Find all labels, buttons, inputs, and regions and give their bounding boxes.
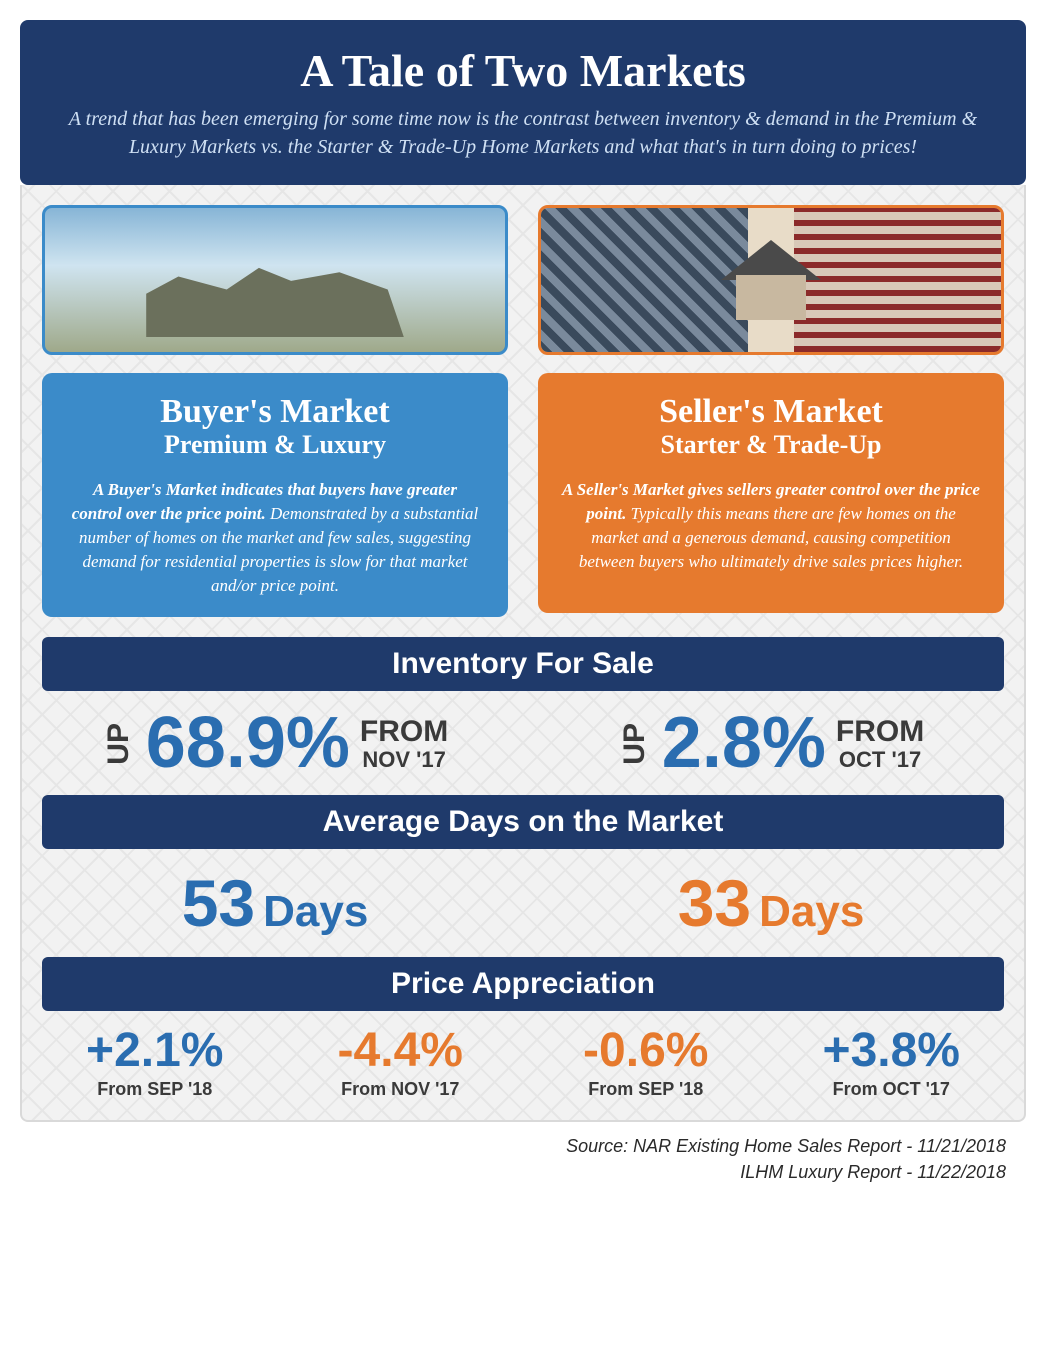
from-label: FROM xyxy=(360,715,448,748)
inventory-buyer-value: 68.9% xyxy=(146,707,350,779)
price-value: -4.4% xyxy=(288,1027,514,1075)
source-line-1: Source: NAR Existing Home Sales Report -… xyxy=(20,1134,1006,1159)
price-from: From SEP '18 xyxy=(533,1079,759,1100)
seller-image xyxy=(538,205,1004,355)
buyer-title: Buyer's Market xyxy=(66,393,484,430)
buyer-image xyxy=(42,205,508,355)
price-heading: Price Appreciation xyxy=(42,957,1004,1011)
market-cards-row: Buyer's Market Premium & Luxury A Buyer'… xyxy=(42,205,1004,617)
inventory-seller: UP 2.8% FROM OCT '17 xyxy=(538,707,1004,779)
house-icon xyxy=(721,240,821,320)
header-panel: A Tale of Two Markets A trend that has b… xyxy=(20,20,1026,185)
from-date: NOV '17 xyxy=(360,748,448,772)
seller-card: Seller's Market Starter & Trade-Up A Sel… xyxy=(538,373,1004,613)
price-item-2: -0.6% From SEP '18 xyxy=(533,1027,759,1100)
source-line-2: ILHM Luxury Report - 11/22/2018 xyxy=(20,1160,1006,1185)
inventory-seller-value: 2.8% xyxy=(662,707,826,779)
inventory-buyer: UP 68.9% FROM NOV '17 xyxy=(42,707,508,779)
infographic-container: A Tale of Two Markets A trend that has b… xyxy=(0,0,1046,1225)
source-footer: Source: NAR Existing Home Sales Report -… xyxy=(20,1122,1026,1204)
from-label: FROM xyxy=(836,715,924,748)
buyer-card: Buyer's Market Premium & Luxury A Buyer'… xyxy=(42,373,508,617)
price-item-3: +3.8% From OCT '17 xyxy=(779,1027,1005,1100)
inventory-buyer-from: FROM NOV '17 xyxy=(360,715,448,772)
buyer-column: Buyer's Market Premium & Luxury A Buyer'… xyxy=(42,205,508,617)
days-seller-label: Days xyxy=(759,887,864,937)
days-stats: 53Days 33Days xyxy=(42,865,1004,941)
seller-body: Typically this means there are few homes… xyxy=(579,504,963,571)
from-date: OCT '17 xyxy=(836,748,924,772)
inventory-heading: Inventory For Sale xyxy=(42,637,1004,691)
seller-description: A Seller's Market gives sellers greater … xyxy=(562,478,980,573)
price-item-0: +2.1% From SEP '18 xyxy=(42,1027,268,1100)
price-value: -0.6% xyxy=(533,1027,759,1075)
buyer-subtitle: Premium & Luxury xyxy=(66,430,484,460)
price-value: +3.8% xyxy=(779,1027,1005,1075)
days-buyer-label: Days xyxy=(263,887,368,937)
main-subtitle: A trend that has been emerging for some … xyxy=(60,105,986,161)
days-seller-num: 33 xyxy=(678,865,751,941)
price-from: From SEP '18 xyxy=(42,1079,268,1100)
main-title: A Tale of Two Markets xyxy=(60,44,986,97)
inventory-seller-direction: UP xyxy=(618,723,652,765)
seller-column: Seller's Market Starter & Trade-Up A Sel… xyxy=(538,205,1004,617)
days-buyer-num: 53 xyxy=(182,865,255,941)
price-from: From OCT '17 xyxy=(779,1079,1005,1100)
days-heading: Average Days on the Market xyxy=(42,795,1004,849)
price-stats: +2.1% From SEP '18 -4.4% From NOV '17 -0… xyxy=(42,1027,1004,1100)
seller-subtitle: Starter & Trade-Up xyxy=(562,430,980,460)
price-item-1: -4.4% From NOV '17 xyxy=(288,1027,514,1100)
days-seller: 33Days xyxy=(538,865,1004,941)
inventory-seller-from: FROM OCT '17 xyxy=(836,715,924,772)
price-value: +2.1% xyxy=(42,1027,268,1075)
price-from: From NOV '17 xyxy=(288,1079,514,1100)
main-content: Buyer's Market Premium & Luxury A Buyer'… xyxy=(20,185,1026,1122)
buyer-description: A Buyer's Market indicates that buyers h… xyxy=(66,478,484,597)
seller-title: Seller's Market xyxy=(562,393,980,430)
days-buyer: 53Days xyxy=(42,865,508,941)
inventory-buyer-direction: UP xyxy=(102,723,136,765)
inventory-stats: UP 68.9% FROM NOV '17 UP 2.8% FROM OCT '… xyxy=(42,707,1004,779)
